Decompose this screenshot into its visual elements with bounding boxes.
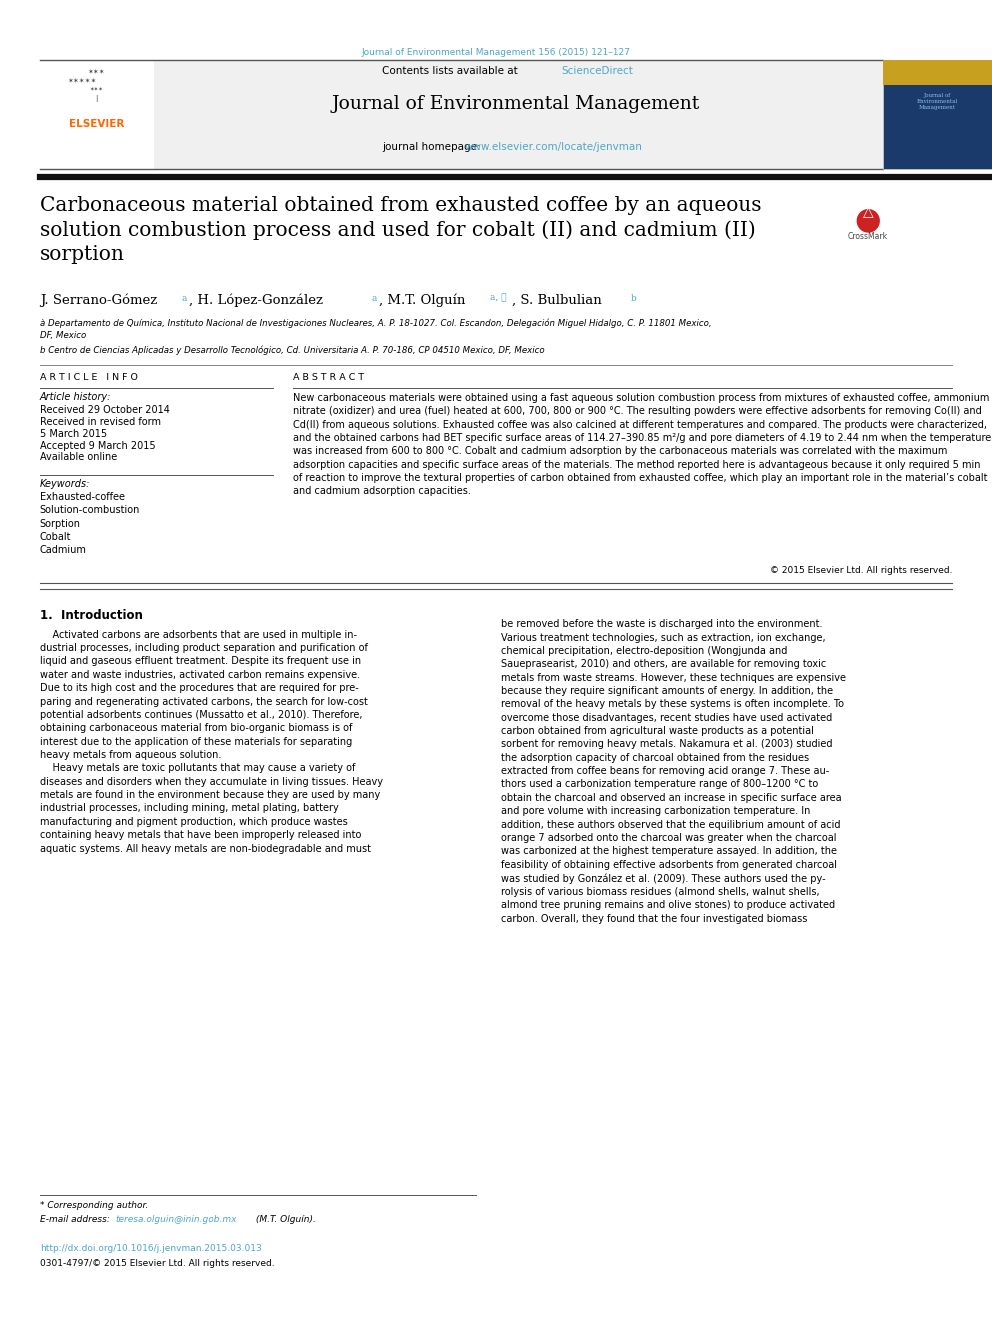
Text: 5 March 2015: 5 March 2015 [40,429,107,439]
Text: New carbonaceous materials were obtained using a fast aqueous solution combustio: New carbonaceous materials were obtained… [293,393,991,496]
Text: ELSEVIER: ELSEVIER [68,119,124,130]
Text: ScienceDirect: ScienceDirect [561,66,633,77]
Text: , M.T. Olguín: , M.T. Olguín [379,294,469,307]
Text: CrossMark: CrossMark [848,232,888,241]
Text: www.elsevier.com/locate/jenvman: www.elsevier.com/locate/jenvman [464,142,642,152]
Text: (M.T. Olguín).: (M.T. Olguín). [253,1215,315,1224]
Text: a: a [371,294,376,303]
Text: Sorption: Sorption [40,519,80,529]
Text: Accepted 9 March 2015: Accepted 9 March 2015 [40,441,156,451]
Text: © 2015 Elsevier Ltd. All rights reserved.: © 2015 Elsevier Ltd. All rights reserved… [770,566,952,576]
Text: Article history:: Article history: [40,392,111,402]
Text: à Departamento de Química, Instituto Nacional de Investigaciones Nucleares, A. P: à Departamento de Química, Instituto Nac… [40,319,711,340]
Text: |: | [95,95,97,102]
Text: E-mail address:: E-mail address: [40,1215,112,1224]
Text: ✶✶✶: ✶✶✶ [89,87,103,93]
Text: J. Serrano-Gómez: J. Serrano-Gómez [40,294,161,307]
Text: Available online: Available online [40,452,117,463]
Text: a, ⋆: a, ⋆ [490,294,507,303]
Text: △: △ [863,205,873,220]
Text: Cadmium: Cadmium [40,545,86,556]
Text: 0301-4797/© 2015 Elsevier Ltd. All rights reserved.: 0301-4797/© 2015 Elsevier Ltd. All right… [40,1259,275,1269]
Text: Received 29 October 2014: Received 29 October 2014 [40,405,170,415]
Text: ●: ● [855,205,881,234]
Text: teresa.olguin@inin.gob.mx: teresa.olguin@inin.gob.mx [115,1215,236,1224]
Text: http://dx.doi.org/10.1016/j.jenvman.2015.03.013: http://dx.doi.org/10.1016/j.jenvman.2015… [40,1244,262,1253]
Text: * Corresponding author.: * Corresponding author. [40,1201,148,1211]
Text: ✶✶✶✶✶: ✶✶✶✶✶ [67,78,97,85]
Text: Contents lists available at: Contents lists available at [382,66,521,77]
Text: b: b [631,294,637,303]
Text: ✶✶✶: ✶✶✶ [87,69,105,75]
Text: 1.  Introduction: 1. Introduction [40,609,143,622]
Text: Journal of Environmental Management 156 (2015) 121–127: Journal of Environmental Management 156 … [361,48,631,57]
Text: Keywords:: Keywords: [40,479,90,490]
Text: , S. Bulbulian: , S. Bulbulian [512,294,606,307]
Text: Activated carbons are adsorbents that are used in multiple in-
dustrial processe: Activated carbons are adsorbents that ar… [40,630,383,853]
Text: journal homepage:: journal homepage: [382,142,484,152]
Text: be removed before the waste is discharged into the environment.
Various treatmen: be removed before the waste is discharge… [501,619,846,923]
Text: Solution-combustion: Solution-combustion [40,505,140,516]
Text: A B S T R A C T: A B S T R A C T [293,373,364,382]
Text: Cobalt: Cobalt [40,532,71,542]
Text: Journal of Environmental Management: Journal of Environmental Management [331,95,700,114]
Text: , H. López-González: , H. López-González [189,294,327,307]
Text: b Centro de Ciencias Aplicadas y Desarrollo Tecnológico, Cd. Universitaria A. P.: b Centro de Ciencias Aplicadas y Desarro… [40,345,545,355]
Text: Carbonaceous material obtained from exhausted coffee by an aqueous
solution comb: Carbonaceous material obtained from exha… [40,196,761,265]
Text: Received in revised form: Received in revised form [40,417,161,427]
Text: Journal of
Environmental
Management: Journal of Environmental Management [917,93,958,110]
Text: a: a [182,294,186,303]
Text: A R T I C L E   I N F O: A R T I C L E I N F O [40,373,138,382]
Text: Exhausted-coffee: Exhausted-coffee [40,492,125,503]
